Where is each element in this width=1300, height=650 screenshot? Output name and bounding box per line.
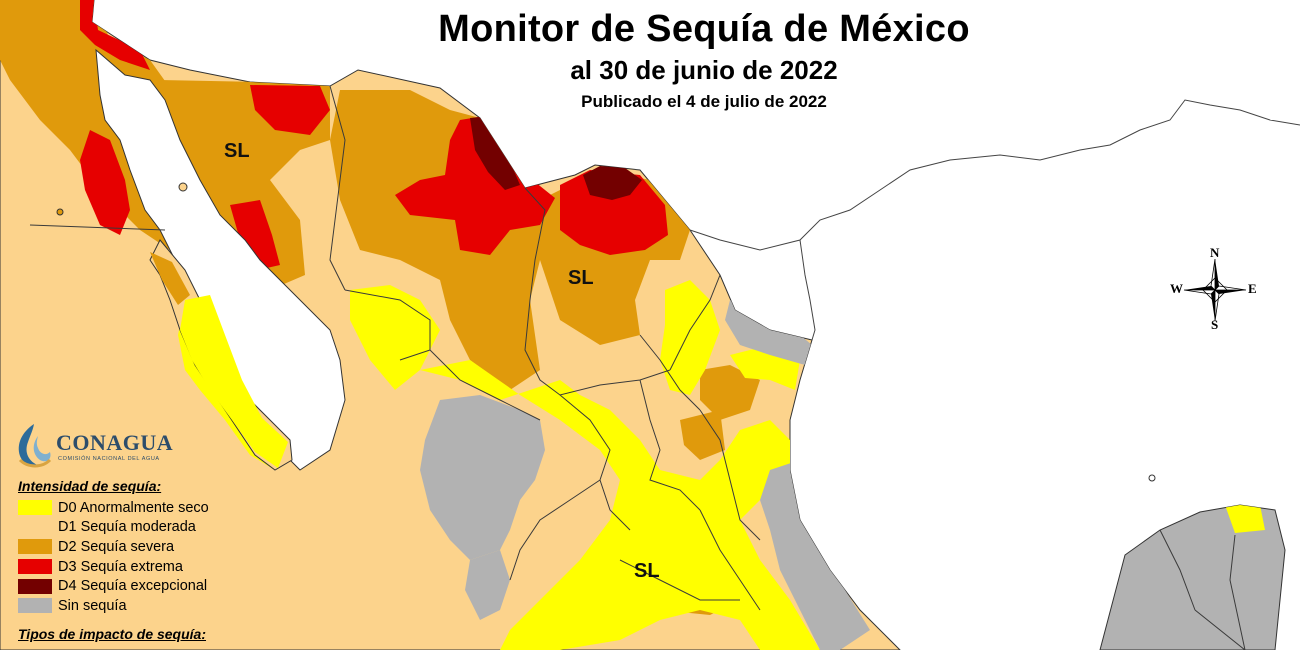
legend-swatch xyxy=(18,500,52,516)
legend-label: D4 Sequía excepcional xyxy=(58,578,208,595)
d3-region-coahuila xyxy=(560,170,668,255)
compass-east: E xyxy=(1248,281,1257,296)
d0-region-durango xyxy=(380,290,410,360)
no-drought-west xyxy=(420,395,545,560)
legend-item-d0: D0 Anormalmente seco xyxy=(18,498,258,518)
us-gulf-coastline xyxy=(689,99,1300,251)
d3-region-chihuahua xyxy=(395,115,555,255)
legend-item-sin-sequia: Sin sequía xyxy=(18,596,258,616)
legend-item-d2: D2 Sequía severa xyxy=(18,537,258,557)
gulf-of-california xyxy=(95,48,346,471)
legend-swatch xyxy=(18,559,52,575)
logo-subtitle: COMISIÓN NACIONAL DEL AGUA xyxy=(58,456,160,462)
compass-north: N xyxy=(1210,245,1220,260)
legend-heading: Intensidad de sequía: xyxy=(18,478,162,494)
d0-region-northeast xyxy=(660,280,720,395)
baja-sur-d2 xyxy=(150,252,190,305)
impact-types-heading: Tipos de impacto de sequía: xyxy=(18,626,207,642)
compass-south: S xyxy=(1211,317,1219,332)
yucatan-borders xyxy=(1159,529,1246,650)
legend-swatch xyxy=(18,539,52,555)
d2-region-sonora xyxy=(160,80,330,290)
d3-region-baja-north xyxy=(80,0,150,70)
map-date: al 30 de junio de 2022 xyxy=(570,55,838,85)
conagua-logo: CONAGUA COMISIÓN NACIONAL DEL AGUA xyxy=(14,420,214,472)
island xyxy=(178,182,188,192)
no-drought-veracruz xyxy=(760,460,870,650)
yucatan-peninsula xyxy=(1099,504,1286,650)
yucatan-d0 xyxy=(1225,505,1265,533)
legend-swatch xyxy=(18,519,52,535)
d4-region-coahuila xyxy=(583,166,642,200)
conagua-emblem-icon xyxy=(18,424,52,468)
d4-region-chihuahua xyxy=(470,116,520,190)
legend-label: Sin sequía xyxy=(58,597,127,614)
d0-region-west xyxy=(420,360,820,650)
impact-label-sl: SL xyxy=(634,560,660,582)
legend-label: D1 Sequía moderada xyxy=(58,519,196,536)
map-title: Monitor de Sequía de México xyxy=(438,8,970,50)
legend-swatch xyxy=(18,598,52,614)
d3-region-baja-mid xyxy=(80,130,130,235)
legend-swatch xyxy=(18,578,52,594)
impact-label-sl: SL xyxy=(224,140,250,162)
legend-label: D3 Sequía extrema xyxy=(58,558,183,575)
state-borders xyxy=(29,85,761,611)
no-drought-south xyxy=(465,550,510,620)
impact-label-sl: SL xyxy=(568,267,594,289)
island xyxy=(56,208,64,216)
legend-item-d1: D1 Sequía moderada xyxy=(18,518,258,538)
d2-region-tamaulipas xyxy=(700,365,760,420)
d3-region-sonora-north xyxy=(250,85,330,135)
baja-sur-d0 xyxy=(180,295,288,468)
island xyxy=(1148,474,1156,482)
d2-region-zacatecas xyxy=(680,410,725,460)
legend: Intensidad de sequía: D0 Anormalmente se… xyxy=(18,478,258,616)
logo-name: CONAGUA xyxy=(56,430,174,455)
legend-item-d4: D4 Sequía excepcional xyxy=(18,576,258,596)
publication-date: Publicado el 4 de julio de 2022 xyxy=(581,92,827,111)
compass-west: W xyxy=(1170,281,1183,296)
legend-label: D2 Sequía severa xyxy=(58,538,175,555)
compass-rose: N S W E xyxy=(1170,245,1260,335)
d3-region-sonora-south xyxy=(230,200,280,270)
legend-label: D0 Anormalmente seco xyxy=(58,499,209,516)
legend-item-d3: D3 Sequía extrema xyxy=(18,557,258,577)
compass-star-icon xyxy=(1183,258,1247,322)
texas-coast xyxy=(799,239,816,341)
